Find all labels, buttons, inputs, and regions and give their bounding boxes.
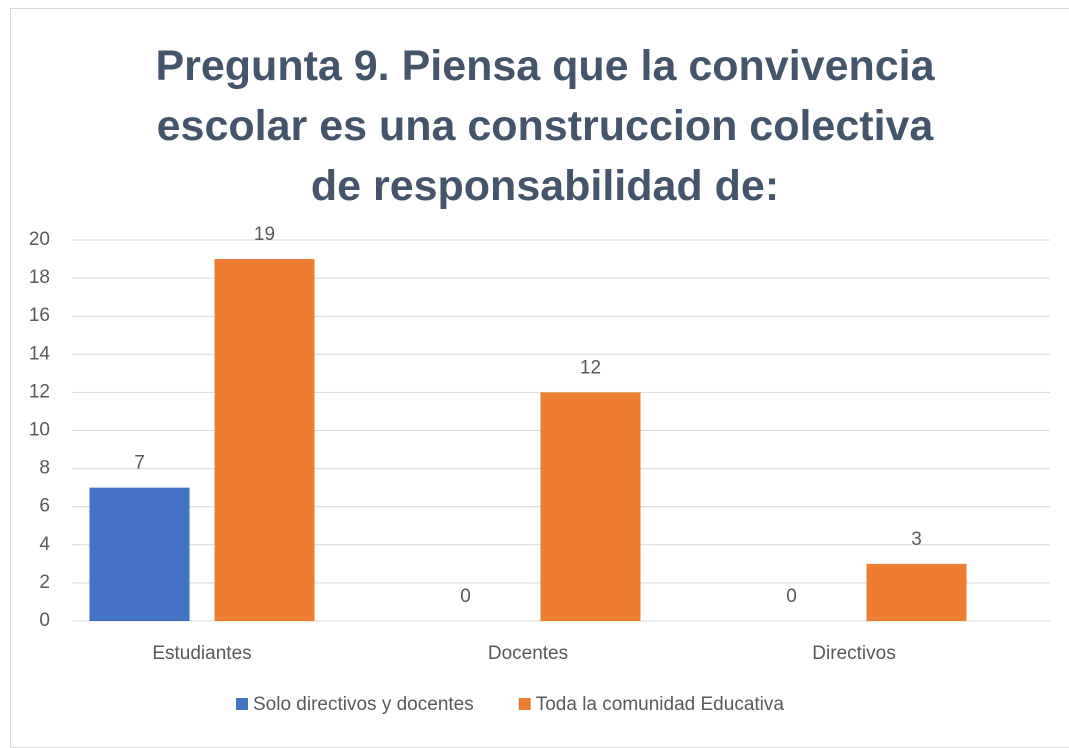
data-label: 12 xyxy=(580,357,601,378)
legend-swatch xyxy=(518,698,531,710)
bar xyxy=(540,392,641,621)
data-label: 0 xyxy=(786,586,797,607)
bar xyxy=(89,487,190,621)
y-tick-label: 8 xyxy=(39,458,50,479)
y-tick-label: 2 xyxy=(39,572,50,593)
x-tick-label: Directivos xyxy=(812,643,895,664)
y-tick-label: 18 xyxy=(29,267,50,288)
y-tick-label: 12 xyxy=(29,381,50,402)
x-tick-label: Estudiantes xyxy=(152,643,251,664)
legend-label: Toda la comunidad Educativa xyxy=(536,694,785,715)
x-tick-label: Docentes xyxy=(488,643,568,664)
y-tick-label: 16 xyxy=(29,305,50,326)
data-label: 19 xyxy=(254,224,275,245)
bar xyxy=(214,259,315,621)
y-tick-label: 10 xyxy=(29,420,50,441)
data-label: 7 xyxy=(134,453,145,474)
legend-swatch xyxy=(236,698,248,710)
data-label: 0 xyxy=(460,586,471,607)
y-tick-label: 14 xyxy=(29,343,51,364)
bar xyxy=(866,563,967,621)
y-tick-label: 6 xyxy=(39,496,50,517)
data-label: 3 xyxy=(911,529,922,550)
y-tick-label: 0 xyxy=(39,610,50,631)
legend-label: Solo directivos y docentes xyxy=(253,694,474,715)
y-tick-label: 4 xyxy=(39,534,50,555)
y-tick-label: 20 xyxy=(29,229,50,250)
chart-title: Pregunta 9. Piensa que la convivencia es… xyxy=(155,42,935,210)
